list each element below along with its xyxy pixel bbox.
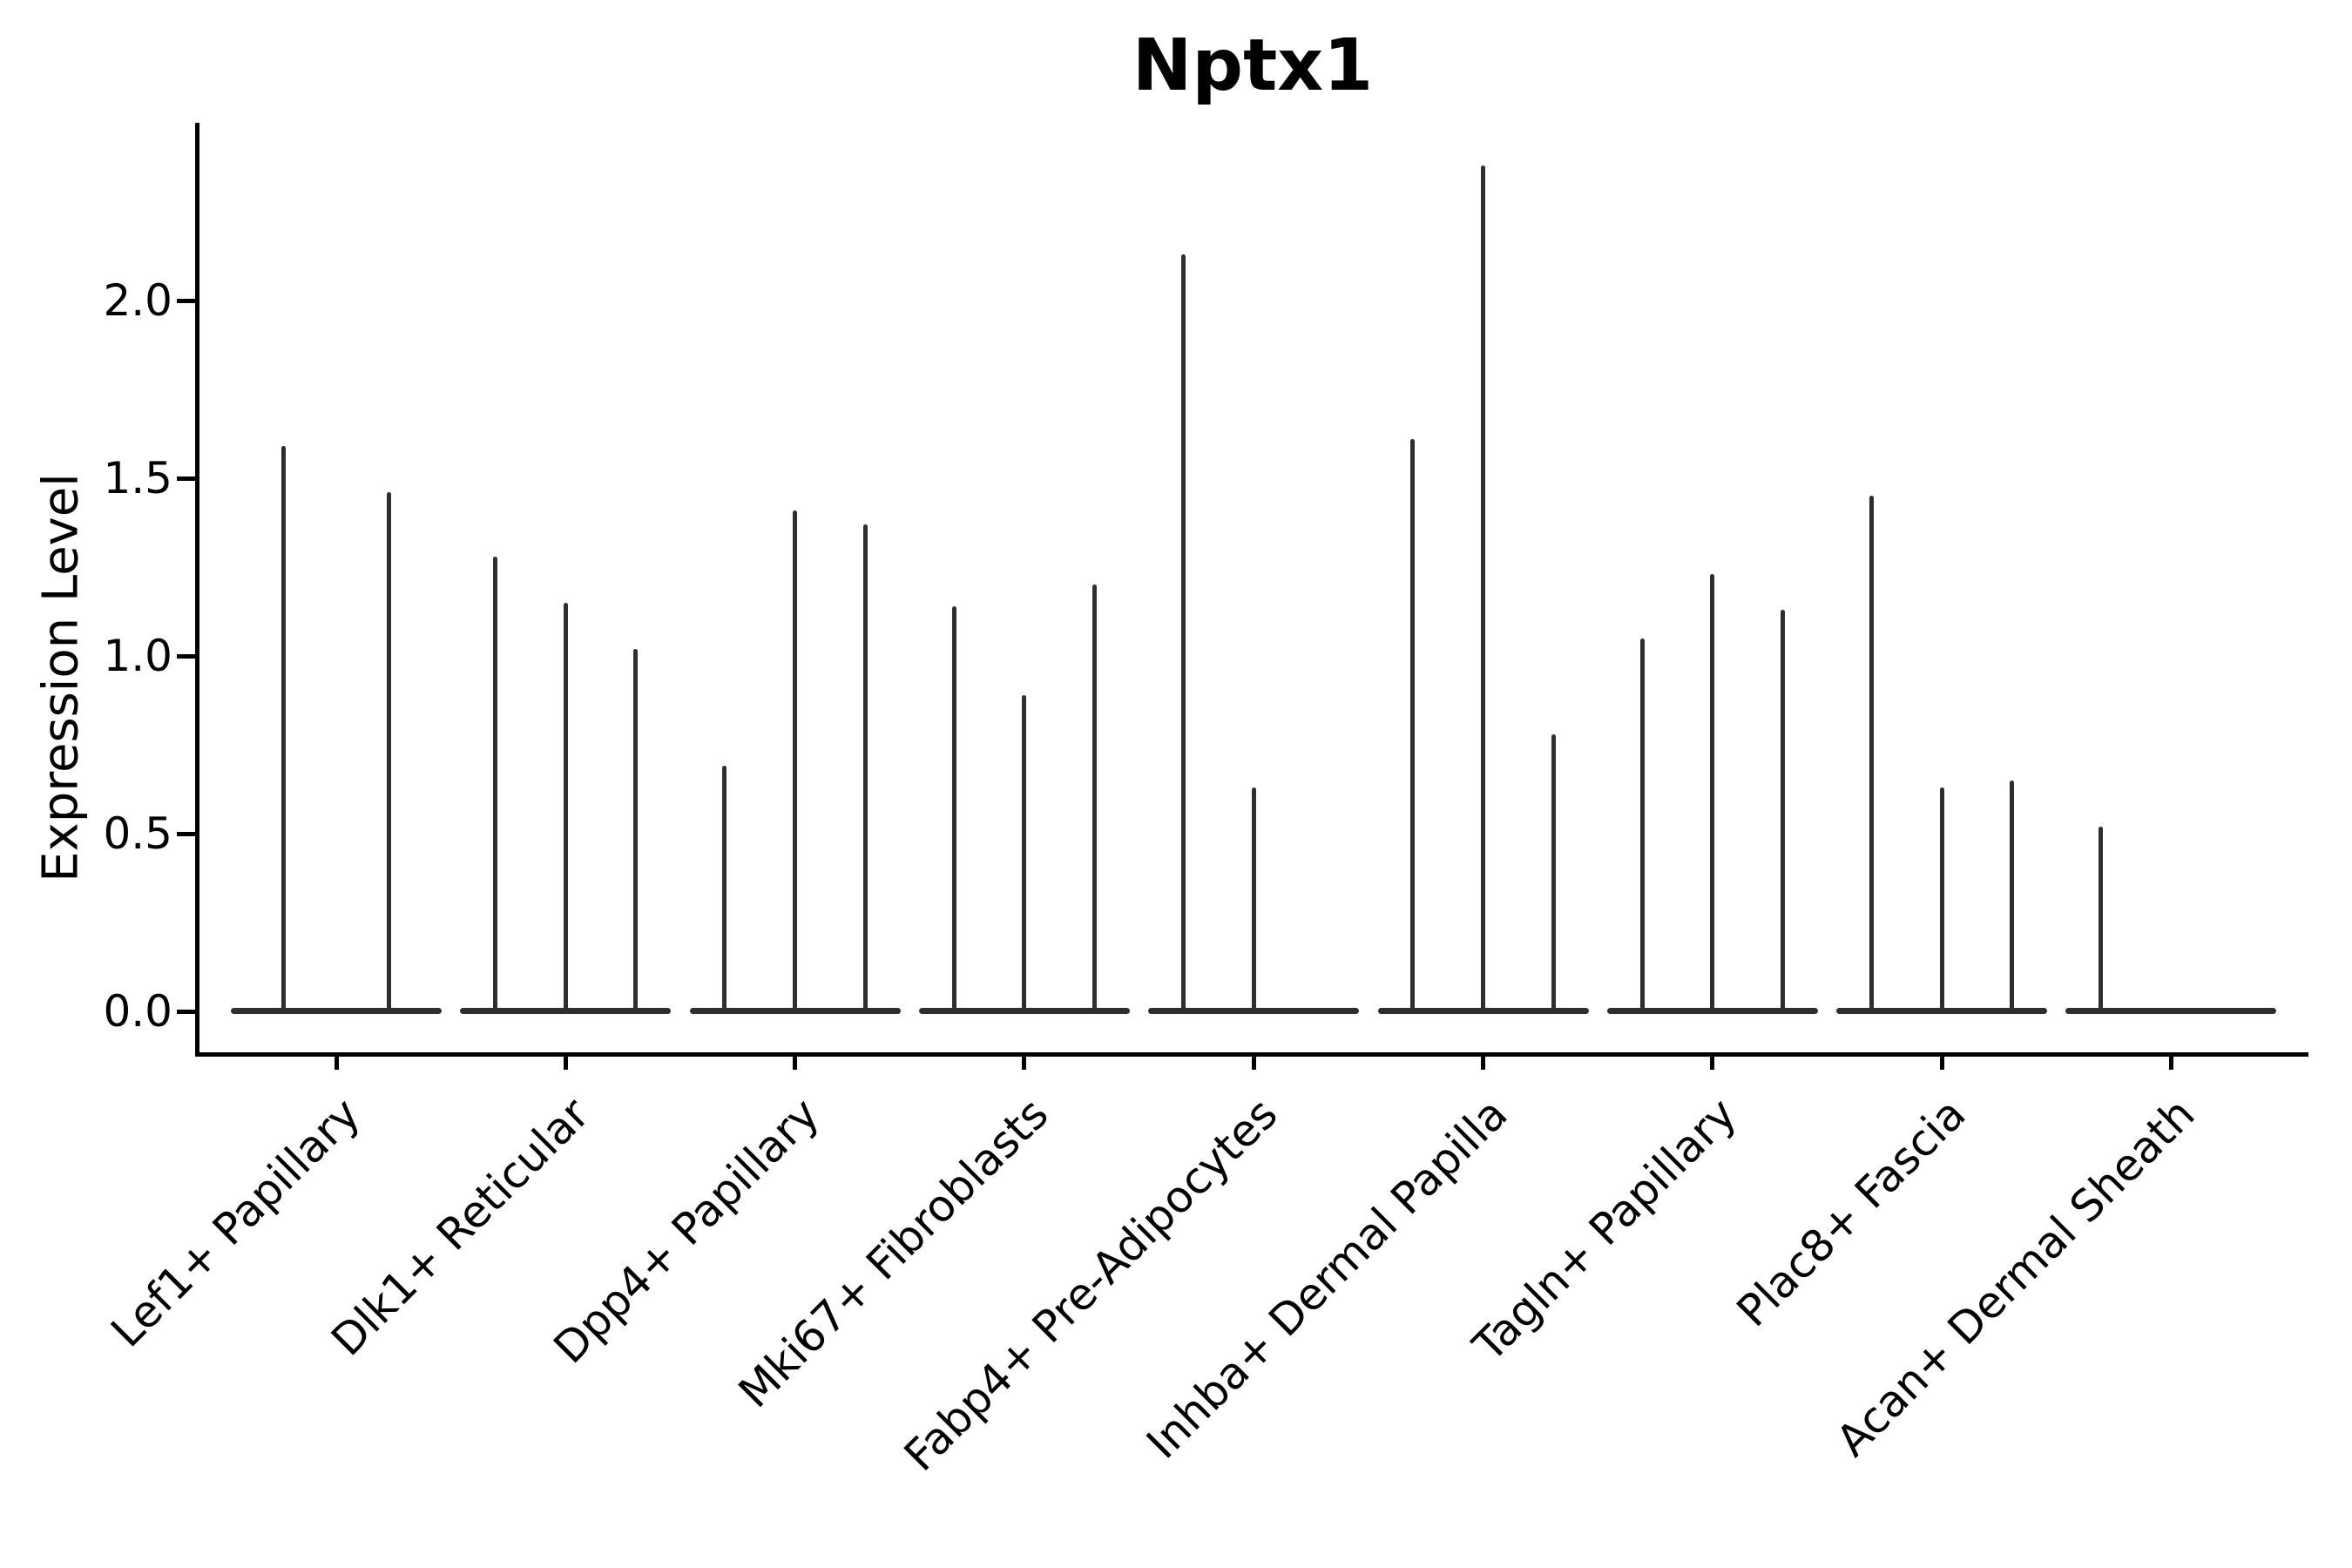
x-tick (1710, 1055, 1715, 1070)
x-tick (334, 1055, 339, 1070)
y-tick-label: 0.0 (103, 986, 172, 1037)
x-tick-label: Lef1+ Papillary (101, 1088, 370, 1357)
violin-spike (1251, 787, 1256, 1014)
x-tick (1481, 1055, 1485, 1070)
x-tick (793, 1055, 798, 1070)
y-tick-label: 2.0 (103, 275, 172, 326)
violin-spike (281, 446, 286, 1014)
y-tick-label: 1.0 (103, 631, 172, 681)
violin-spike (1710, 574, 1715, 1014)
violin-spike (722, 766, 727, 1014)
y-tick (177, 653, 198, 659)
violin-baseline (2065, 1008, 2277, 1014)
x-tick-label: Fabp4+ Pre-Adipocytes (895, 1088, 1288, 1481)
x-tick-label: Inhba+ Dermal Papilla (1136, 1088, 1517, 1469)
violin-spike (1410, 439, 1416, 1014)
violin-spike (1481, 165, 1485, 1014)
violin-spike (2099, 826, 2104, 1014)
y-tick (177, 476, 198, 481)
violin-spike (1639, 638, 1645, 1014)
violin-spike (793, 510, 798, 1014)
x-tick-label: Dlk1+ Reticular (321, 1088, 599, 1366)
y-tick (177, 831, 198, 836)
x-axis-spine (195, 1052, 2308, 1057)
x-tick (2168, 1055, 2173, 1070)
x-tick (1022, 1055, 1027, 1070)
y-tick-label: 0.5 (103, 808, 172, 859)
violin-spike (1939, 787, 1944, 1014)
violin-spike (2010, 780, 2015, 1014)
violin-spike (563, 602, 568, 1014)
x-tick-label: Acan+ Dermal Sheath (1827, 1088, 2205, 1467)
violin-spike (862, 524, 868, 1014)
violin-baseline (231, 1008, 442, 1014)
violin-spike (1022, 694, 1027, 1014)
x-tick (563, 1055, 568, 1070)
x-tick (1251, 1055, 1256, 1070)
x-tick-label: Dpp4+ Papillary (544, 1088, 829, 1374)
violin-spike (493, 556, 498, 1014)
x-tick-label: Plac8+ Fascia (1727, 1088, 1976, 1337)
x-tick-label: Mki67+ Fibroblasts (728, 1088, 1058, 1418)
y-tick-label: 1.5 (103, 453, 172, 504)
violin-spike (1092, 585, 1098, 1014)
x-tick-label: Tagln+ Papillary (1463, 1088, 1747, 1371)
violin-spike (1780, 609, 1785, 1014)
x-tick (1939, 1055, 1944, 1070)
y-axis-spine (195, 123, 199, 1057)
violin-spike (1869, 496, 1874, 1014)
violin-spike (1181, 253, 1186, 1014)
violin-spike (387, 492, 391, 1014)
plot-title: Nptx1 (1132, 24, 1374, 107)
y-tick (177, 1009, 198, 1014)
y-tick (177, 298, 198, 303)
violin-spike (1551, 733, 1556, 1014)
violin-spike (951, 605, 956, 1014)
violin-spike (633, 648, 639, 1014)
